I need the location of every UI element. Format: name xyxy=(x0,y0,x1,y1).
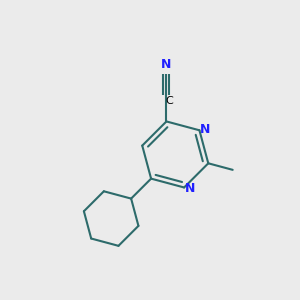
Text: N: N xyxy=(200,123,211,136)
Text: N: N xyxy=(185,182,195,195)
Text: N: N xyxy=(161,58,172,71)
Text: C: C xyxy=(166,96,173,106)
